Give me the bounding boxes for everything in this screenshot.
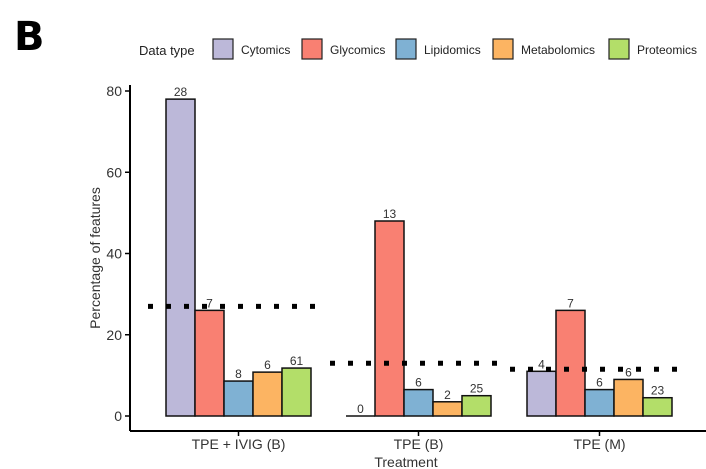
bar-label-cytomics-1: 0: [357, 402, 364, 416]
bar-label-cytomics-2: 4: [538, 357, 545, 371]
bar-lipidomics-1: [403, 388, 434, 417]
bar-proteomics-0: [281, 367, 312, 417]
bar-label-proteomics-1: 25: [470, 382, 484, 396]
bar-label-glycomics-0: 7: [206, 296, 213, 310]
y-tick-label-20: 20: [106, 327, 122, 343]
legend-label-cytomics: Cytomics: [241, 43, 290, 57]
bar-proteomics-2: [642, 396, 673, 417]
y-tick-label-60: 60: [106, 164, 122, 180]
bar-label-lipidomics-1: 6: [415, 376, 422, 390]
legend-swatch-cytomics: [212, 38, 234, 60]
bar-label-glycomics-1: 13: [383, 207, 397, 221]
bar-metabolomics-0: [252, 371, 283, 417]
x-tick-label-0: TPE + IVIG (B): [192, 436, 286, 452]
legend-label-metabolomics: Metabolomics: [521, 43, 595, 57]
y-tick-label-40: 40: [106, 246, 122, 262]
bar-metabolomics-2: [613, 378, 644, 417]
bar-cytomics-0: [165, 98, 196, 417]
x-tick-label-1: TPE (B): [394, 436, 444, 452]
legend-swatch-glycomics: [301, 38, 323, 60]
legend-swatch-lipidomics: [395, 38, 417, 60]
bar-label-lipidomics-0: 8: [235, 367, 242, 381]
bar-label-proteomics-0: 61: [290, 354, 304, 368]
bar-label-metabolomics-1: 2: [444, 388, 451, 402]
bar-metabolomics-1: [432, 401, 463, 417]
legend-label-lipidomics: Lipidomics: [424, 43, 481, 57]
bar-lipidomics-0: [223, 380, 254, 417]
bar-glycomics-1: [374, 220, 405, 417]
bar-label-proteomics-2: 23: [651, 384, 665, 398]
panel-label: B: [14, 14, 45, 60]
bar-label-metabolomics-2: 6: [625, 365, 632, 379]
reference-lines: [148, 303, 680, 372]
bar-label-glycomics-2: 7: [567, 296, 574, 310]
legend-swatch-metabolomics: [492, 38, 514, 60]
legend-swatch-proteomics: [608, 38, 630, 60]
y-tick-label-80: 80: [106, 83, 122, 99]
bars: 28 7 8 6 61 0 13 6 2 25 4 7 6 6 23: [165, 85, 673, 417]
legend-label-glycomics: Glycomics: [330, 43, 385, 57]
bar-label-cytomics-0: 28: [174, 85, 188, 99]
x-tick-label-2: TPE (M): [573, 436, 625, 452]
y-axis-title: Percentage of features: [87, 187, 103, 329]
legend-title: Data type: [139, 43, 195, 58]
bar-lipidomics-2: [584, 388, 615, 417]
bar-label-metabolomics-0: 6: [264, 358, 271, 372]
x-axis-title: Treatment: [374, 454, 437, 469]
bar-glycomics-2: [555, 309, 586, 417]
bar-cytomics-2: [526, 370, 557, 417]
bar-label-lipidomics-2: 6: [596, 376, 603, 390]
legend: Cytomics Glycomics Lipidomics Metabolomics P…: [212, 38, 697, 60]
legend-label-proteomics: Proteomics: [637, 43, 697, 57]
bar-glycomics-0: [194, 309, 225, 417]
y-tick-label-0: 0: [114, 408, 122, 424]
bar-proteomics-1: [461, 394, 492, 417]
